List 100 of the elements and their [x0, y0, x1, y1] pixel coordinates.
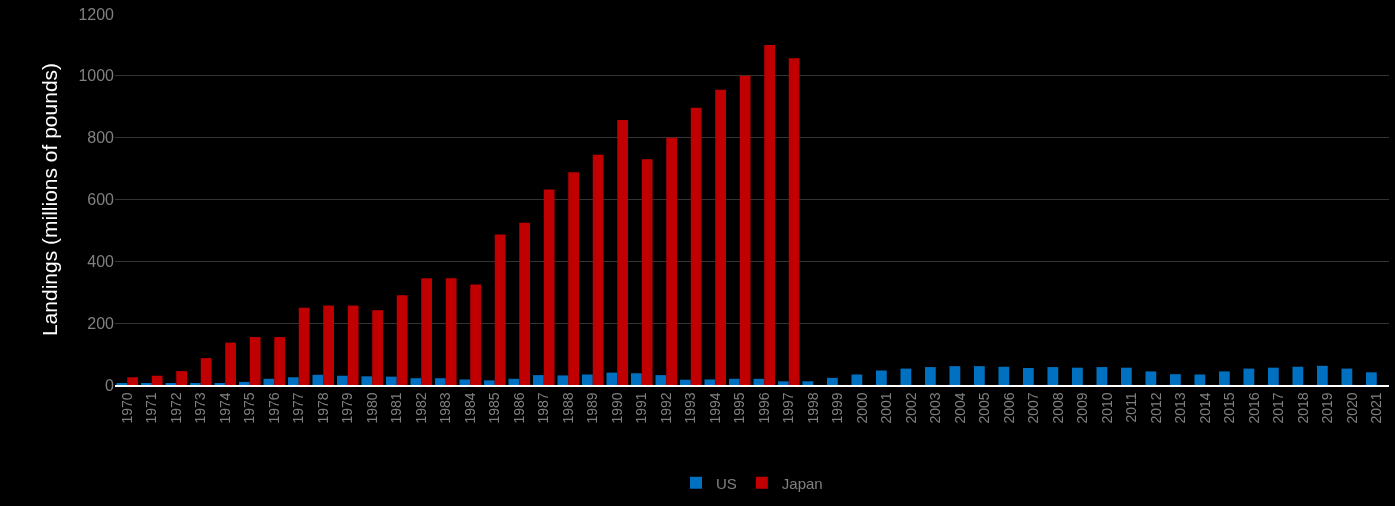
x-tick-label: 2004 [951, 392, 968, 424]
x-tick-label: 1985 [486, 392, 503, 424]
bar [385, 376, 397, 385]
bar [151, 375, 163, 385]
bar [788, 58, 800, 385]
y-tick-label: 600 [87, 191, 115, 209]
x-tick-label: 1990 [608, 392, 625, 424]
x-tick-label: 2005 [976, 392, 993, 424]
bar [176, 371, 188, 385]
bar [396, 295, 408, 385]
bar [249, 337, 261, 385]
x-tick-label: 1973 [192, 392, 209, 424]
bar [1120, 367, 1132, 385]
bar [1341, 368, 1353, 385]
bar [1047, 367, 1059, 385]
bar [238, 381, 250, 385]
bar [568, 172, 580, 385]
bar [519, 222, 531, 385]
bar [298, 307, 310, 385]
bar [1022, 368, 1034, 385]
bar [1145, 371, 1157, 385]
bar [1243, 368, 1255, 385]
bar [802, 381, 814, 385]
bar [1194, 374, 1206, 385]
bar [508, 378, 520, 385]
bar [434, 378, 446, 385]
bar [494, 234, 506, 385]
x-tick-label: 2012 [1147, 392, 1164, 424]
bar [666, 137, 678, 385]
legend-label: US [716, 474, 737, 492]
bar [372, 310, 384, 385]
x-tick-label: 2009 [1074, 392, 1091, 424]
bar [1316, 365, 1328, 385]
x-tick-label: 2019 [1319, 392, 1336, 424]
bar [630, 373, 642, 385]
x-tick-label: 1979 [339, 392, 356, 424]
x-tick-label: 2013 [1172, 392, 1189, 424]
x-tick-label: 2006 [1000, 392, 1017, 424]
bar [900, 368, 912, 385]
bar [690, 107, 702, 385]
x-tick-label: 2010 [1098, 392, 1115, 424]
bar [459, 379, 471, 385]
bar [924, 367, 936, 385]
y-tick-label: 800 [87, 129, 115, 147]
x-tick-label: 1995 [731, 392, 748, 424]
x-tick-label: 1970 [118, 392, 135, 424]
bar [287, 377, 299, 385]
bar [753, 378, 765, 385]
bar [739, 75, 751, 385]
bar [777, 381, 789, 385]
x-tick-label: 1983 [437, 392, 454, 424]
x-tick-label: 1981 [388, 392, 405, 424]
bar [606, 372, 618, 385]
x-tick-label: 2018 [1294, 392, 1311, 424]
x-tick-label: 1996 [755, 392, 772, 424]
x-tick-label: 2002 [902, 392, 919, 424]
bar [581, 374, 593, 385]
x-tick-label: 2003 [927, 392, 944, 424]
bar [1071, 367, 1083, 385]
x-tick-label: 1989 [584, 392, 601, 424]
x-tick-label: 1986 [510, 392, 527, 424]
bar [263, 378, 275, 385]
bar [826, 377, 838, 385]
x-tick-label: 1976 [265, 392, 282, 424]
bar [421, 278, 433, 385]
bar [532, 375, 544, 385]
y-tick-label: 200 [87, 314, 115, 332]
y-tick-label: 1000 [78, 67, 115, 85]
x-tick-label: 2001 [878, 392, 895, 424]
x-tick-label: 1972 [167, 392, 184, 424]
bar [1169, 374, 1181, 385]
x-tick-label: 2015 [1221, 392, 1238, 424]
bar [336, 375, 348, 385]
y-tick-label: 0 [105, 376, 115, 394]
bar [641, 159, 653, 385]
bar [715, 89, 727, 385]
bar [347, 305, 359, 385]
x-tick-label: 1980 [363, 392, 380, 424]
legend-label: Japan [781, 474, 823, 492]
y-axis-title: Landings (millions of pounds) [37, 62, 61, 337]
x-tick-label: 1974 [216, 392, 233, 424]
bar [410, 378, 422, 385]
x-tick-label: 1993 [682, 392, 699, 424]
bar [851, 374, 863, 385]
bar [1365, 372, 1377, 385]
bar [1292, 366, 1304, 385]
x-tick-label: 2021 [1368, 392, 1385, 424]
x-tick-label: 2020 [1343, 392, 1360, 424]
x-tick-label: 1977 [290, 392, 307, 424]
bar [543, 189, 555, 385]
x-tick-label: 2014 [1196, 392, 1213, 424]
bar [200, 358, 212, 385]
x-tick-label: 1997 [780, 392, 797, 424]
x-tick-label: 1978 [314, 392, 331, 424]
bar [679, 379, 691, 385]
x-tick-label: 1987 [535, 392, 552, 424]
bar [127, 377, 139, 385]
bar [1218, 371, 1230, 385]
x-tick-label: 1994 [706, 392, 723, 424]
x-tick-label: 1975 [241, 392, 258, 424]
